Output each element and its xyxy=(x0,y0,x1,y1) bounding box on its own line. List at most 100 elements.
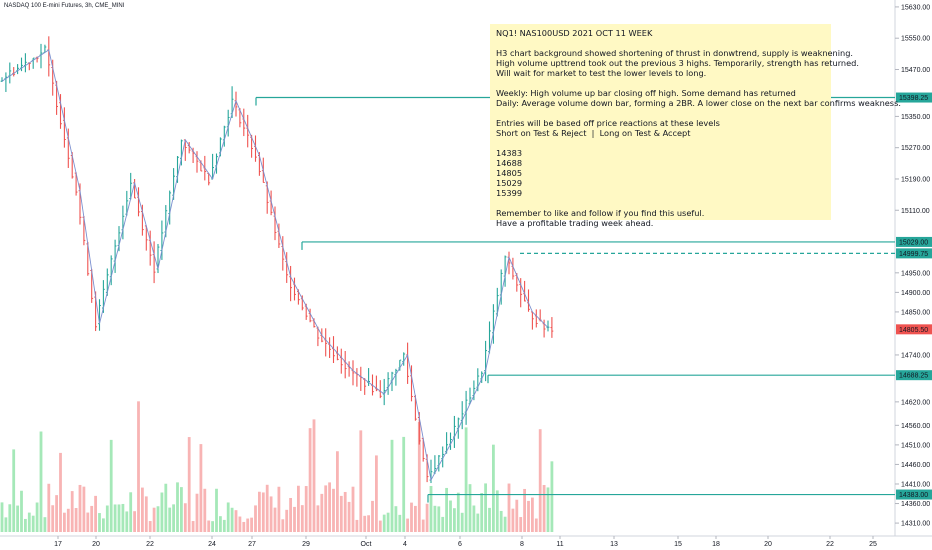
volume-bar xyxy=(406,518,409,532)
chart-title: NASDAQ 100 E-mini Futures, 3h, CME_MINI xyxy=(4,3,125,9)
volume-bar xyxy=(367,515,370,532)
volume-bar xyxy=(152,507,156,532)
volume-bar xyxy=(156,506,160,532)
volume-bar xyxy=(371,500,374,532)
volume-bar xyxy=(394,506,398,532)
volume-bar xyxy=(141,487,144,532)
volume-bar xyxy=(464,427,468,532)
y-tick-label: 14620.00 xyxy=(901,399,930,406)
y-tick-label: 14850.00 xyxy=(901,309,930,316)
volume-bar xyxy=(531,497,534,532)
volume-bar xyxy=(546,487,550,532)
level-price-tag xyxy=(896,236,932,247)
x-tick-label: 4 xyxy=(403,541,407,548)
volume-bar xyxy=(359,430,363,532)
note-line xyxy=(496,108,825,118)
note-line: 14688 xyxy=(496,158,523,168)
volume-bar xyxy=(215,488,218,532)
volume-bar xyxy=(492,444,495,532)
note-line: 15399 xyxy=(496,188,523,198)
note-line xyxy=(496,138,825,148)
y-tick-label: 15110.00 xyxy=(901,208,930,215)
volume-bar xyxy=(117,504,121,532)
y-tick-label: 14510.00 xyxy=(901,442,930,449)
volume-bar xyxy=(386,512,390,532)
x-tick-label: 22 xyxy=(146,541,154,548)
volume-bar xyxy=(4,517,8,532)
note-line xyxy=(496,198,825,208)
volume-bar xyxy=(47,483,51,532)
volume-bar xyxy=(59,452,62,532)
volume-bar xyxy=(24,518,27,532)
x-tick-label: 29 xyxy=(302,541,310,548)
y-tick-label: 15470.00 xyxy=(901,67,930,74)
volume-bar xyxy=(382,514,386,532)
note-line: Weekly: High volume up bar closing off h… xyxy=(496,88,796,98)
volume-bar xyxy=(230,507,234,532)
volume-bar xyxy=(375,455,378,532)
x-tick-label: 11 xyxy=(556,541,563,548)
volume-bar xyxy=(273,507,277,532)
y-tick-label: 15350.00 xyxy=(901,114,930,121)
note-line xyxy=(496,78,825,88)
volume-bar xyxy=(222,519,226,532)
volume-bar xyxy=(495,490,499,532)
volume-bar xyxy=(538,429,542,532)
level-price-label: 14999.75 xyxy=(899,251,928,258)
y-tick-label: 15190.00 xyxy=(901,176,930,183)
volume-bar xyxy=(55,495,58,532)
volume-bar xyxy=(39,431,43,532)
volume-bar xyxy=(8,504,12,532)
volume-bar xyxy=(35,502,39,532)
volume-bar xyxy=(172,504,175,532)
volume-bar xyxy=(449,500,452,532)
volume-bar xyxy=(343,491,347,532)
volume-bar xyxy=(187,437,191,532)
note-line: Daily: Average volume down bar, forming … xyxy=(496,98,901,108)
volume-bar xyxy=(164,483,168,532)
level-price-label: 15398.25 xyxy=(899,95,928,102)
y-tick-label: 15630.00 xyxy=(901,4,930,11)
note-line: H3 chart background showed shortening of… xyxy=(496,48,854,58)
volume-bar xyxy=(355,519,359,532)
x-tick-label: 20 xyxy=(92,541,100,548)
volume-bar xyxy=(542,485,546,532)
volume-bar xyxy=(414,505,417,532)
level-price-label: 14383.00 xyxy=(899,492,928,499)
volume-bar xyxy=(82,486,86,532)
volume-bar xyxy=(78,484,82,532)
volume-bar xyxy=(250,517,253,532)
volume-bar xyxy=(168,507,172,532)
volume-bar xyxy=(12,449,16,532)
x-tick-label: 24 xyxy=(208,541,216,548)
volume-bar xyxy=(90,505,94,532)
volume-bar xyxy=(363,515,367,532)
note-line: 14383 xyxy=(496,148,523,158)
volume-bar xyxy=(378,520,382,532)
volume-bar xyxy=(70,491,74,532)
volume-bar xyxy=(472,505,476,532)
note-line: NQ1! NAS100USD 2021 OCT 11 WEEK xyxy=(496,28,653,38)
volume-bar xyxy=(297,485,300,532)
volume-bar xyxy=(429,485,433,532)
volume-bar xyxy=(238,516,242,532)
level-price-tag xyxy=(896,248,932,259)
level-price-tag xyxy=(896,92,932,103)
volume-bar xyxy=(137,401,140,532)
volume-bar xyxy=(86,512,90,532)
volume-bar xyxy=(527,500,530,532)
last-price-tag xyxy=(896,324,932,335)
volume-bar xyxy=(515,499,519,532)
volume-bar xyxy=(191,521,195,532)
volume-bar xyxy=(51,505,55,532)
zigzag-line xyxy=(1,49,549,482)
x-tick-label: 8 xyxy=(520,541,524,548)
volume-bar xyxy=(336,451,339,532)
volume-bar xyxy=(441,516,445,532)
volume-bar xyxy=(125,511,129,532)
volume-bar xyxy=(289,497,292,532)
volume-bar xyxy=(445,487,448,532)
x-tick-label: 27 xyxy=(248,541,256,548)
volume-bar xyxy=(480,493,484,532)
